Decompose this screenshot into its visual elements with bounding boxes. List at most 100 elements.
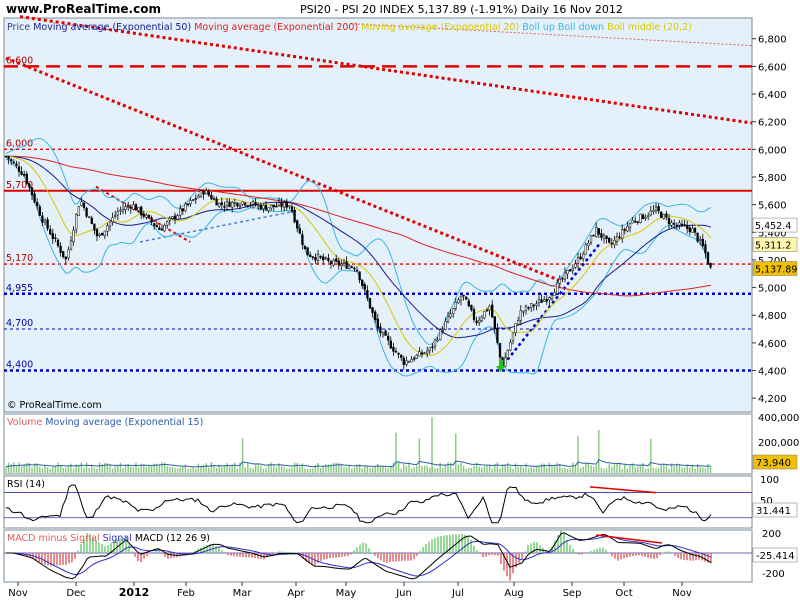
candle-body [319,255,322,258]
level-label: 6,600 [6,55,33,66]
candle-body [132,204,135,210]
candle-body [644,216,647,219]
candle-body [675,224,678,227]
candle-body [488,305,491,311]
candle-body [491,304,494,318]
x-tick-label: Nov [8,588,28,599]
candle-body [163,224,166,232]
y-tick-label: 100 [760,475,779,486]
legend-item: Volume [7,417,45,428]
legend-item: RSI (14) [7,479,45,490]
candle-body [314,257,317,261]
candle-body [423,352,426,355]
candle-body [613,239,616,245]
candle-body [228,201,231,208]
candle-body [306,247,309,256]
candle-body [649,210,652,216]
candle-body [192,199,195,201]
candle-body [28,183,31,188]
candle-body [158,227,161,230]
candle-body [348,265,351,269]
legend-item: Boll down [558,22,607,33]
value-box [752,454,798,470]
candle-body [363,284,366,290]
candle-body [173,215,177,220]
candle-body [452,308,455,314]
candle-body [95,229,99,237]
candle-body [275,205,278,208]
candle-body [576,257,580,264]
candle-body [454,302,457,309]
support-line [499,242,601,370]
candle-body [186,203,190,206]
level-label: 4,400 [6,360,33,371]
candle-body [600,233,603,238]
candle-body [340,263,343,266]
candle-body [662,214,665,219]
candle-body [324,257,327,260]
candle-body [498,343,502,358]
candle-body [101,232,104,236]
value-box-label: 5,137.89 [755,265,797,276]
candle-body [537,299,541,303]
candle-body [114,215,117,217]
candle-body [413,357,416,360]
candle-body [121,209,125,212]
candle-body [246,205,249,207]
ema20-line [5,155,712,356]
value-box [752,502,798,518]
candle-body [592,234,595,237]
candle-body [706,252,710,265]
candle-body [556,282,559,294]
candle-body [103,230,106,237]
candle-body [205,190,208,195]
candle-body [342,262,346,264]
candle-body [610,242,613,245]
candle-body [553,292,556,296]
ema50-line [5,155,712,339]
candle-body [194,198,197,200]
candle-body [23,174,26,176]
candle-body [296,220,299,229]
candle-body [696,232,699,242]
candle-body [327,258,330,262]
candle-body [366,290,369,299]
candle-body [106,225,109,232]
candle-body [111,217,114,223]
candle-body [496,328,499,343]
candle-body [527,307,530,309]
candle-body [316,254,320,261]
candle-body [400,354,403,358]
candle-body [93,223,96,231]
candle-body [124,206,127,211]
candle-body [459,296,463,301]
candle-body [597,228,600,235]
candle-body [626,226,629,232]
candle-body [285,201,288,208]
candle-body [155,225,158,228]
value-box [752,237,798,252]
site-url[interactable]: www.ProRealTime.com [6,2,161,16]
candle-body [293,209,296,223]
value-box-label: 5,452.4 [755,221,791,232]
candle-body [238,205,242,207]
candle-body [215,198,218,206]
candle-body [290,206,294,212]
candle-body [303,245,307,250]
candle-body [56,239,60,246]
candle-body [376,318,379,329]
legend-item: Moving average (Exponential 15) [45,417,203,428]
candle-body [436,339,439,342]
candle-body [602,235,606,239]
candle-body [548,297,551,301]
candle-body [64,256,67,260]
candle-body [140,206,143,216]
level-label: 5,700 [6,180,33,191]
candle-body [475,320,478,324]
candle-body [636,221,639,224]
candle-body [608,237,611,243]
candle-body [566,270,569,275]
candle-body [69,240,73,250]
candle-body [439,329,442,340]
candle-body [673,223,676,225]
